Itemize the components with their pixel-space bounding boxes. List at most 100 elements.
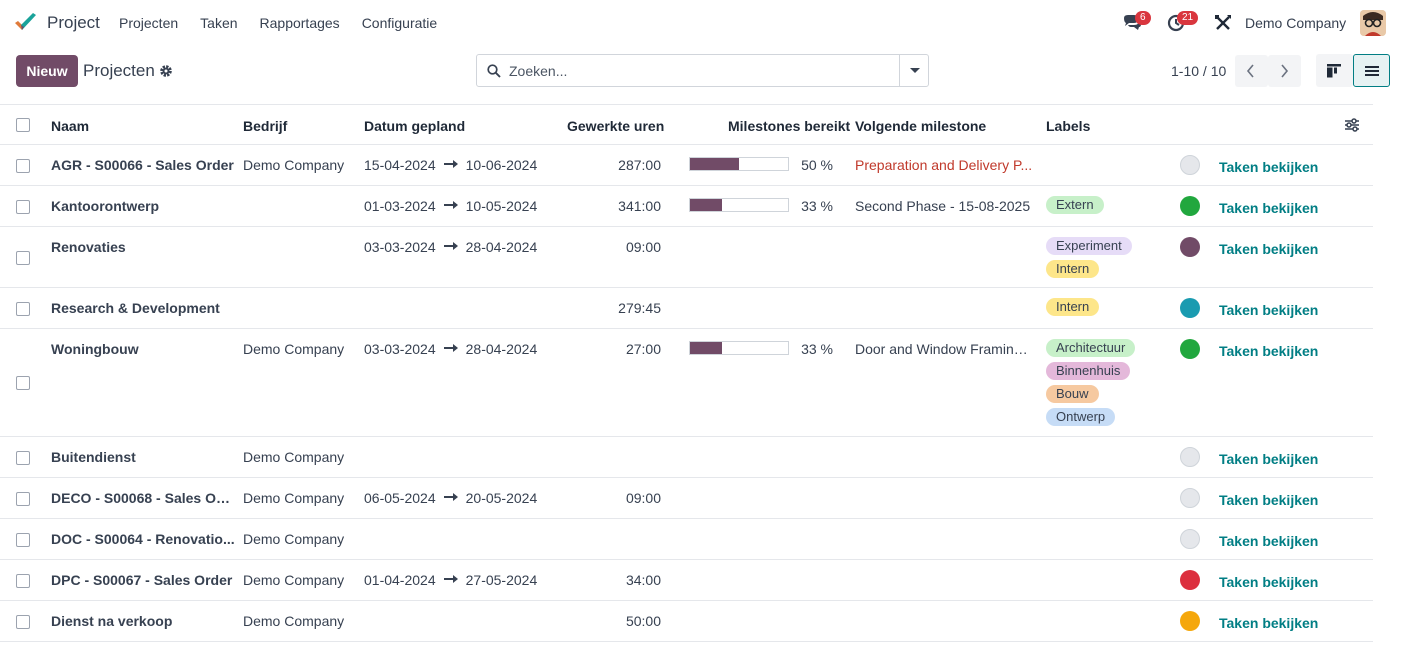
app-name[interactable]: Project (47, 13, 100, 32)
kanban-view-button[interactable] (1316, 54, 1353, 87)
breadcrumb: Projecten (83, 61, 155, 80)
project-name[interactable]: Research & Development (51, 300, 220, 316)
label-tag[interactable]: Intern (1046, 260, 1100, 278)
color-status-dot[interactable] (1180, 570, 1200, 590)
color-status-dot[interactable] (1180, 196, 1200, 216)
table-row[interactable]: DPC - S00067 - Sales Order Demo Company 01… (0, 560, 1373, 601)
project-name[interactable]: Renovaties (51, 239, 126, 255)
color-status-dot[interactable] (1180, 488, 1200, 508)
project-name[interactable]: DECO - S00068 - Sales Ord... (51, 490, 235, 506)
project-name[interactable]: Woningbouw (51, 341, 139, 357)
row-checkbox[interactable] (16, 376, 30, 390)
color-status-dot[interactable] (1180, 237, 1200, 257)
view-tasks-button[interactable]: Taken bekijken (1219, 533, 1319, 549)
column-header-name[interactable]: Naam (51, 118, 90, 134)
labels-list: Architectuur Binnenhuis Bouw Ontwerp (1046, 339, 1166, 431)
view-tasks-button[interactable]: Taken bekijken (1219, 574, 1319, 590)
menu-item-tasks[interactable]: Taken (200, 15, 238, 31)
view-tasks-button[interactable]: Taken bekijken (1219, 200, 1319, 216)
new-project-button[interactable]: Nieuw (16, 55, 78, 87)
project-name[interactable]: Dienst na verkoop (51, 613, 173, 629)
table-row[interactable]: Buitendienst Demo Company Taken bekijken (0, 437, 1373, 478)
company-switcher[interactable]: Demo Company (1245, 15, 1347, 31)
column-header-company[interactable]: Bedrijf (243, 118, 288, 134)
color-status-dot[interactable] (1180, 611, 1200, 631)
table-row[interactable]: AGR - S00066 - Sales Order Demo Company 15… (0, 145, 1373, 186)
view-tasks-button[interactable]: Taken bekijken (1219, 615, 1319, 631)
color-status-dot[interactable] (1180, 447, 1200, 467)
view-tasks-button[interactable]: Taken bekijken (1219, 451, 1319, 467)
column-header-next-milestone[interactable]: Volgende milestone (855, 118, 987, 134)
label-tag[interactable]: Ontwerp (1046, 408, 1116, 426)
row-checkbox[interactable] (16, 491, 30, 506)
pager-previous-button[interactable] (1235, 55, 1268, 87)
view-tasks-button[interactable]: Taken bekijken (1219, 343, 1319, 359)
table-row[interactable]: DECO - S00068 - Sales Ord... Demo Company… (0, 478, 1373, 519)
label-tag[interactable]: Bouw (1046, 385, 1099, 403)
pager-value[interactable]: 1-10 / 10 (1171, 63, 1227, 79)
table-row[interactable]: Renovaties 03-03-2024 28-04-2024 09:00 Exper… (0, 227, 1373, 288)
label-tag[interactable]: Intern (1046, 298, 1100, 316)
pager-next-button[interactable] (1268, 55, 1301, 87)
project-name[interactable]: DOC - S00064 - Renovatio... (51, 531, 235, 547)
row-checkbox[interactable] (16, 199, 30, 214)
label-tag[interactable]: Binnenhuis (1046, 362, 1131, 380)
planned-date-range: 01-04-2024 27-05-2024 (364, 572, 564, 588)
color-status-dot[interactable] (1180, 339, 1200, 359)
label-tag[interactable]: Extern (1046, 196, 1104, 214)
worked-hours: 287:00 (618, 157, 661, 173)
row-checkbox[interactable] (16, 158, 30, 173)
table-row[interactable]: Woningbouw Demo Company 03-03-2024 28-04-20… (0, 329, 1373, 437)
worked-hours: 09:00 (625, 239, 661, 255)
gear-icon[interactable] (159, 64, 173, 78)
column-header-date[interactable]: Datum gepland (364, 118, 466, 134)
menu-item-reporting[interactable]: Rapportages (259, 15, 340, 31)
view-tasks-button[interactable]: Taken bekijken (1219, 241, 1319, 257)
column-header-labels[interactable]: Labels (1046, 118, 1091, 134)
worked-hours: 341:00 (618, 198, 661, 214)
row-checkbox[interactable] (16, 301, 30, 316)
user-avatar[interactable] (1360, 10, 1386, 36)
start-date: 01-03-2024 (364, 198, 436, 214)
next-milestone: Preparation and Delivery P... (855, 157, 1033, 173)
planned-date-range: 03-03-2024 28-04-2024 (364, 341, 564, 357)
label-tag[interactable]: Architectuur (1046, 339, 1136, 357)
view-tasks-button[interactable]: Taken bekijken (1219, 159, 1319, 175)
planned-date-range: 06-05-2024 20-05-2024 (364, 490, 564, 506)
column-header-hours[interactable]: Gewerkte uren (567, 118, 665, 134)
project-name[interactable]: Buitendienst (51, 449, 136, 465)
optional-columns-icon[interactable] (1344, 118, 1360, 132)
list-view-button[interactable] (1353, 54, 1390, 87)
project-name[interactable]: Kantoorontwerp (51, 198, 160, 214)
search-bar (476, 54, 929, 87)
row-checkbox[interactable] (16, 573, 30, 588)
arrow-right-icon (443, 242, 458, 250)
project-name[interactable]: DPC - S00067 - Sales Order (51, 572, 233, 588)
color-status-dot[interactable] (1180, 155, 1200, 175)
column-header-milestones-reached[interactable]: Milestones bereikt (728, 118, 851, 134)
project-name[interactable]: AGR - S00066 - Sales Order (51, 157, 234, 173)
table-row[interactable]: Kantoorontwerp 01-03-2024 10-05-2024 341:00… (0, 186, 1373, 227)
view-tasks-button[interactable]: Taken bekijken (1219, 302, 1319, 318)
search-options-toggle[interactable] (899, 55, 928, 86)
row-checkbox[interactable] (16, 614, 30, 629)
select-all-checkbox[interactable] (16, 118, 30, 132)
table-row[interactable]: DOC - S00064 - Renovatio... Demo Company T… (0, 519, 1373, 560)
chat-icon[interactable] (1122, 14, 1142, 32)
debug-tools-icon[interactable] (1214, 14, 1232, 32)
menu-item-projects[interactable]: Projecten (119, 15, 179, 31)
project-app-logo-icon[interactable] (14, 12, 38, 34)
row-checkbox[interactable] (16, 250, 30, 265)
search-input[interactable] (509, 61, 889, 81)
table-row[interactable]: Research & Development 279:45 Intern Taken … (0, 288, 1373, 329)
color-status-dot[interactable] (1180, 529, 1200, 549)
view-tasks-button[interactable]: Taken bekijken (1219, 492, 1319, 508)
menu-item-configuration[interactable]: Configuratie (361, 15, 438, 31)
table-row[interactable]: Dienst na verkoop Demo Company 50:00 Taken … (0, 601, 1373, 642)
row-checkbox[interactable] (16, 532, 30, 547)
project-company: Demo Company (243, 341, 345, 357)
row-checkbox[interactable] (16, 450, 30, 465)
label-tag[interactable]: Experiment (1046, 237, 1132, 255)
color-status-dot[interactable] (1180, 298, 1200, 318)
worked-hours: 279:45 (618, 300, 661, 316)
